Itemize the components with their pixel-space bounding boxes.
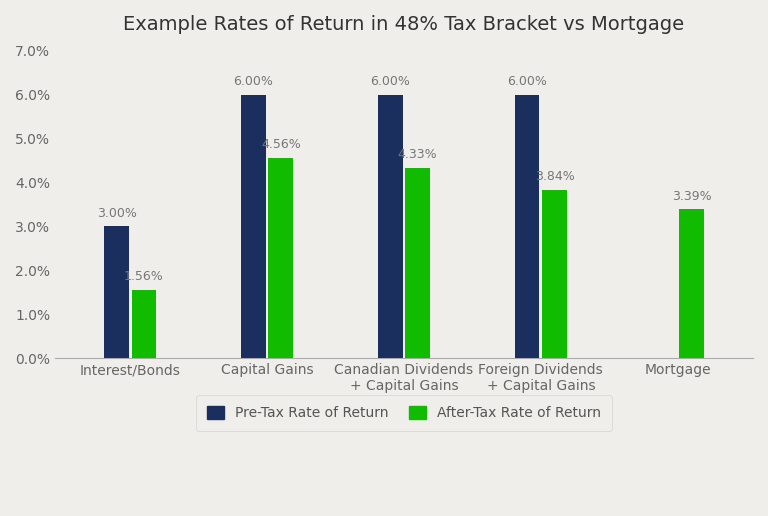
Text: 6.00%: 6.00% xyxy=(233,75,273,88)
Text: 3.84%: 3.84% xyxy=(535,170,574,183)
Bar xyxy=(406,168,430,358)
Bar xyxy=(104,227,129,358)
Text: 4.33%: 4.33% xyxy=(398,149,438,162)
Text: 6.00%: 6.00% xyxy=(507,75,547,88)
Text: 3.00%: 3.00% xyxy=(97,207,137,220)
Legend: Pre-Tax Rate of Return, After-Tax Rate of Return: Pre-Tax Rate of Return, After-Tax Rate o… xyxy=(196,395,612,431)
Text: 4.56%: 4.56% xyxy=(261,138,301,151)
Bar xyxy=(378,95,402,358)
Bar xyxy=(679,209,703,358)
Bar xyxy=(131,289,156,358)
Bar xyxy=(542,189,567,358)
Bar xyxy=(269,158,293,358)
Text: 3.39%: 3.39% xyxy=(671,190,711,203)
Title: Example Rates of Return in 48% Tax Bracket vs Mortgage: Example Rates of Return in 48% Tax Brack… xyxy=(124,15,684,34)
Bar xyxy=(241,95,266,358)
Text: 1.56%: 1.56% xyxy=(124,270,164,283)
Text: 6.00%: 6.00% xyxy=(370,75,410,88)
Bar xyxy=(515,95,539,358)
